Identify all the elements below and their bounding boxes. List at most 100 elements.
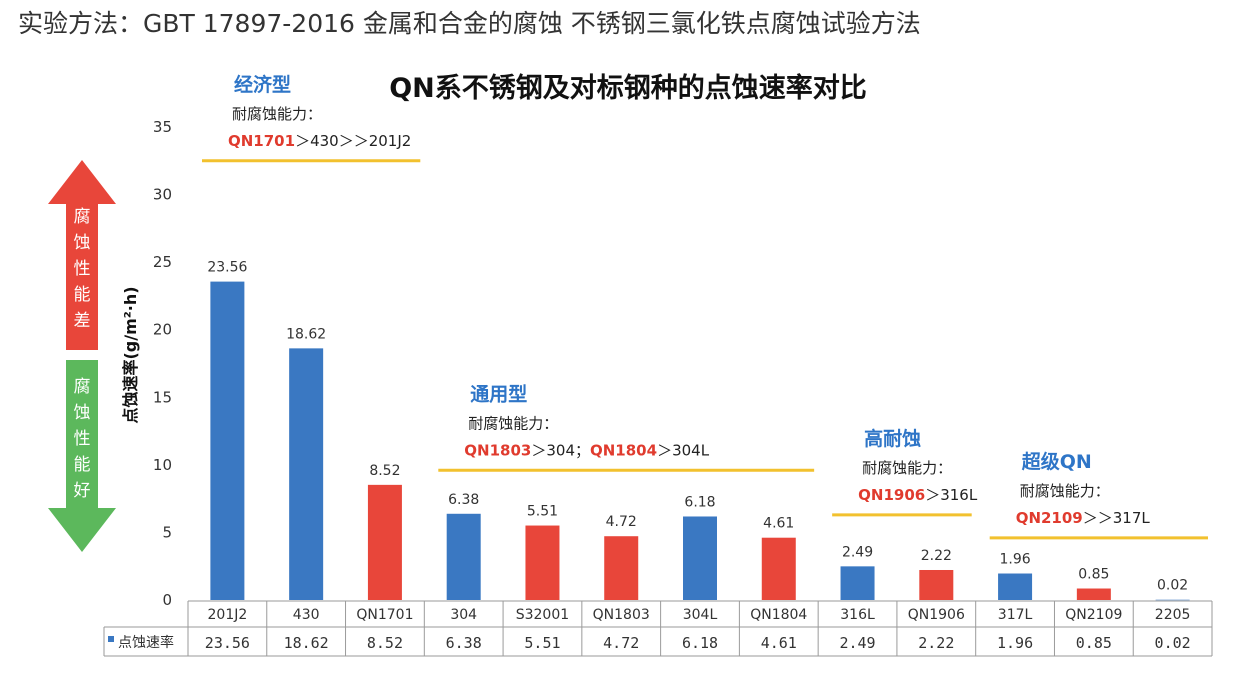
table-value: 4.72 xyxy=(603,634,639,652)
bar-316L xyxy=(840,566,875,600)
x-tick-label: 201J2 xyxy=(208,607,248,623)
highlight-grade: QN1701 xyxy=(228,132,295,150)
data-label: 0.85 xyxy=(1078,567,1109,583)
data-label: 0.02 xyxy=(1157,578,1188,594)
group-title: 超级QN xyxy=(1021,450,1092,473)
table-value: 0.85 xyxy=(1076,634,1112,652)
table-value: 8.52 xyxy=(367,634,403,652)
data-label: 2.22 xyxy=(921,548,952,564)
worse-arrow-char: 性 xyxy=(74,259,91,279)
data-label: 4.72 xyxy=(606,514,637,530)
group-subtitle: 耐腐蚀能力： xyxy=(468,414,558,432)
x-tick-label: QN1804 xyxy=(750,607,807,623)
table-value: 6.38 xyxy=(446,634,482,652)
worse-arrow-char: 能 xyxy=(74,285,91,305)
group-subtitle: 耐腐蚀能力： xyxy=(862,459,952,477)
group-title: 经济型 xyxy=(234,73,291,96)
legend-label: 点蚀速率 xyxy=(118,634,174,651)
group-title: 通用型 xyxy=(470,382,527,405)
x-tick-label: 304L xyxy=(683,607,718,623)
bar-304L xyxy=(683,516,717,600)
y-tick-label: 5 xyxy=(162,523,172,541)
table-value: 5.51 xyxy=(524,634,560,652)
data-label: 1.96 xyxy=(999,552,1030,568)
table-value: 4.61 xyxy=(761,634,797,652)
worse-corrosion-arrow xyxy=(48,160,116,350)
comparison-text: ＞316L xyxy=(925,486,978,504)
bar-201J2 xyxy=(210,281,245,600)
highlight-grade: QN2109 xyxy=(1016,509,1083,527)
y-tick-label: 0 xyxy=(162,591,172,609)
worse-arrow-char: 腐 xyxy=(74,207,91,227)
data-label: 18.62 xyxy=(286,326,326,342)
x-tick-label: 317L xyxy=(998,607,1033,623)
highlight-grade: QN1906 xyxy=(858,486,925,504)
table-value: 2.49 xyxy=(839,634,875,652)
x-tick-label: 316L xyxy=(840,607,875,623)
highlight-grade: QN1803 xyxy=(464,441,531,459)
group-subtitle: 耐腐蚀能力： xyxy=(232,105,322,123)
comparison-text: ＞430＞＞201J2 xyxy=(295,132,411,150)
comparison-text: ＞304； xyxy=(531,441,590,459)
table-value: 0.02 xyxy=(1155,634,1191,652)
bar-QN1701 xyxy=(367,484,402,600)
x-tick-label: 2205 xyxy=(1155,607,1191,623)
worse-arrow-char: 差 xyxy=(74,311,91,331)
table-value: 2.22 xyxy=(918,634,954,652)
table-value: 18.62 xyxy=(284,634,329,652)
better-arrow-char: 能 xyxy=(74,455,91,475)
highlight-grade: QN1804 xyxy=(590,441,657,459)
x-tick-label: QN2109 xyxy=(1065,607,1122,623)
x-tick-label: 430 xyxy=(293,607,320,623)
bar-QN1804 xyxy=(761,537,796,600)
data-label: 2.49 xyxy=(842,544,873,560)
group-comparison: QN1906＞316L xyxy=(858,486,978,504)
better-arrow-char: 蚀 xyxy=(74,403,91,423)
table-value: 1.96 xyxy=(997,634,1033,652)
bar-QN1803 xyxy=(604,536,639,600)
comparison-text: ＞304L xyxy=(657,441,710,459)
y-tick-label: 20 xyxy=(153,321,172,339)
group-comparison: QN1803＞304；QN1804＞304L xyxy=(464,441,709,459)
bar-QN1906 xyxy=(919,569,954,600)
worse-arrow-char: 蚀 xyxy=(74,233,91,253)
table-value: 23.56 xyxy=(205,634,250,652)
y-tick-label: 30 xyxy=(153,186,172,204)
group-comparison: QN2109＞＞317L xyxy=(1016,509,1151,527)
better-arrow-char: 性 xyxy=(74,429,91,449)
y-tick-label: 15 xyxy=(153,388,172,406)
chart-title: QN系不锈钢及对标钢种的点蚀速率对比 xyxy=(389,73,867,104)
x-tick-label: QN1906 xyxy=(908,607,965,623)
y-tick-label: 10 xyxy=(153,456,172,474)
method-description: 实验方法：GBT 17897-2016 金属和合金的腐蚀 不锈钢三氯化铁点腐蚀试… xyxy=(18,9,921,38)
legend-swatch xyxy=(108,636,114,642)
better-arrow-char: 腐 xyxy=(74,377,91,397)
group-title: 高耐蚀 xyxy=(864,427,921,450)
x-tick-label: 304 xyxy=(450,607,477,623)
x-tick-label: S32001 xyxy=(516,607,569,623)
group-comparison: QN1701＞430＞＞201J2 xyxy=(228,132,411,150)
y-tick-label: 25 xyxy=(153,253,172,271)
y-axis-label: 点蚀速率(g/m²·h) xyxy=(121,286,140,423)
bar-317L xyxy=(998,573,1033,600)
data-label: 23.56 xyxy=(207,260,247,276)
bar-2205 xyxy=(1155,599,1190,601)
data-label: 6.18 xyxy=(684,494,715,510)
x-tick-label: QN1701 xyxy=(356,607,413,623)
y-tick-label: 35 xyxy=(153,118,172,136)
better-arrow-char: 好 xyxy=(74,481,91,501)
group-subtitle: 耐腐蚀能力： xyxy=(1020,482,1110,500)
x-tick-label: QN1803 xyxy=(593,607,650,623)
bar-304 xyxy=(446,513,481,600)
data-label: 4.61 xyxy=(763,516,794,532)
data-label: 6.38 xyxy=(448,492,479,508)
better-corrosion-arrow xyxy=(48,360,116,552)
data-label: 8.52 xyxy=(369,463,400,479)
data-label: 5.51 xyxy=(527,504,558,520)
comparison-text: ＞＞317L xyxy=(1083,509,1151,527)
bar-QN2109 xyxy=(1076,588,1111,600)
bar-430 xyxy=(289,348,324,600)
table-value: 6.18 xyxy=(682,634,718,652)
bar-S32001 xyxy=(525,525,560,600)
